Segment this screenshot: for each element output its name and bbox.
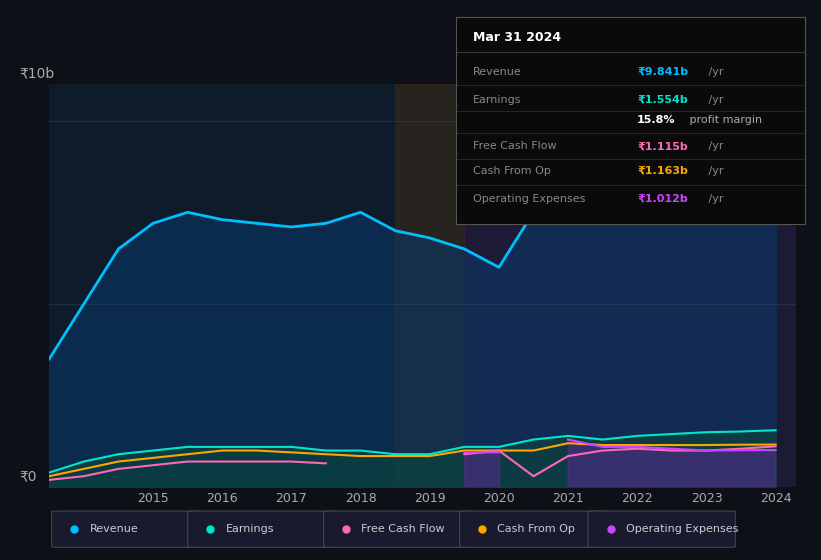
Text: profit margin: profit margin [686, 115, 762, 125]
Text: /yr: /yr [705, 67, 724, 77]
Text: ₹1.163b: ₹1.163b [637, 166, 688, 176]
Text: /yr: /yr [705, 141, 724, 151]
Text: Operating Expenses: Operating Expenses [626, 524, 738, 534]
FancyBboxPatch shape [323, 511, 471, 547]
FancyBboxPatch shape [52, 511, 199, 547]
Text: Free Cash Flow: Free Cash Flow [473, 141, 557, 151]
Text: ₹1.012b: ₹1.012b [637, 194, 688, 204]
Text: ₹0: ₹0 [20, 469, 37, 483]
Text: Free Cash Flow: Free Cash Flow [361, 524, 445, 534]
Text: Cash From Op: Cash From Op [473, 166, 551, 176]
Text: Revenue: Revenue [473, 67, 522, 77]
Text: /yr: /yr [705, 166, 724, 176]
Text: /yr: /yr [705, 194, 724, 204]
FancyBboxPatch shape [588, 511, 736, 547]
Text: Mar 31 2024: Mar 31 2024 [473, 31, 562, 44]
Text: 15.8%: 15.8% [637, 115, 676, 125]
FancyBboxPatch shape [188, 511, 335, 547]
FancyBboxPatch shape [460, 511, 607, 547]
Text: Earnings: Earnings [473, 95, 521, 105]
Text: Revenue: Revenue [89, 524, 138, 534]
Text: Earnings: Earnings [226, 524, 274, 534]
Text: Cash From Op: Cash From Op [498, 524, 576, 534]
Text: /yr: /yr [705, 95, 724, 105]
Text: ₹1.554b: ₹1.554b [637, 95, 688, 105]
Bar [465, 84, 796, 487]
Text: ₹9.841b: ₹9.841b [637, 67, 688, 77]
Text: ₹10b: ₹10b [20, 66, 55, 80]
Bar [395, 84, 465, 487]
Text: ₹1.115b: ₹1.115b [637, 141, 688, 151]
Text: Operating Expenses: Operating Expenses [473, 194, 585, 204]
